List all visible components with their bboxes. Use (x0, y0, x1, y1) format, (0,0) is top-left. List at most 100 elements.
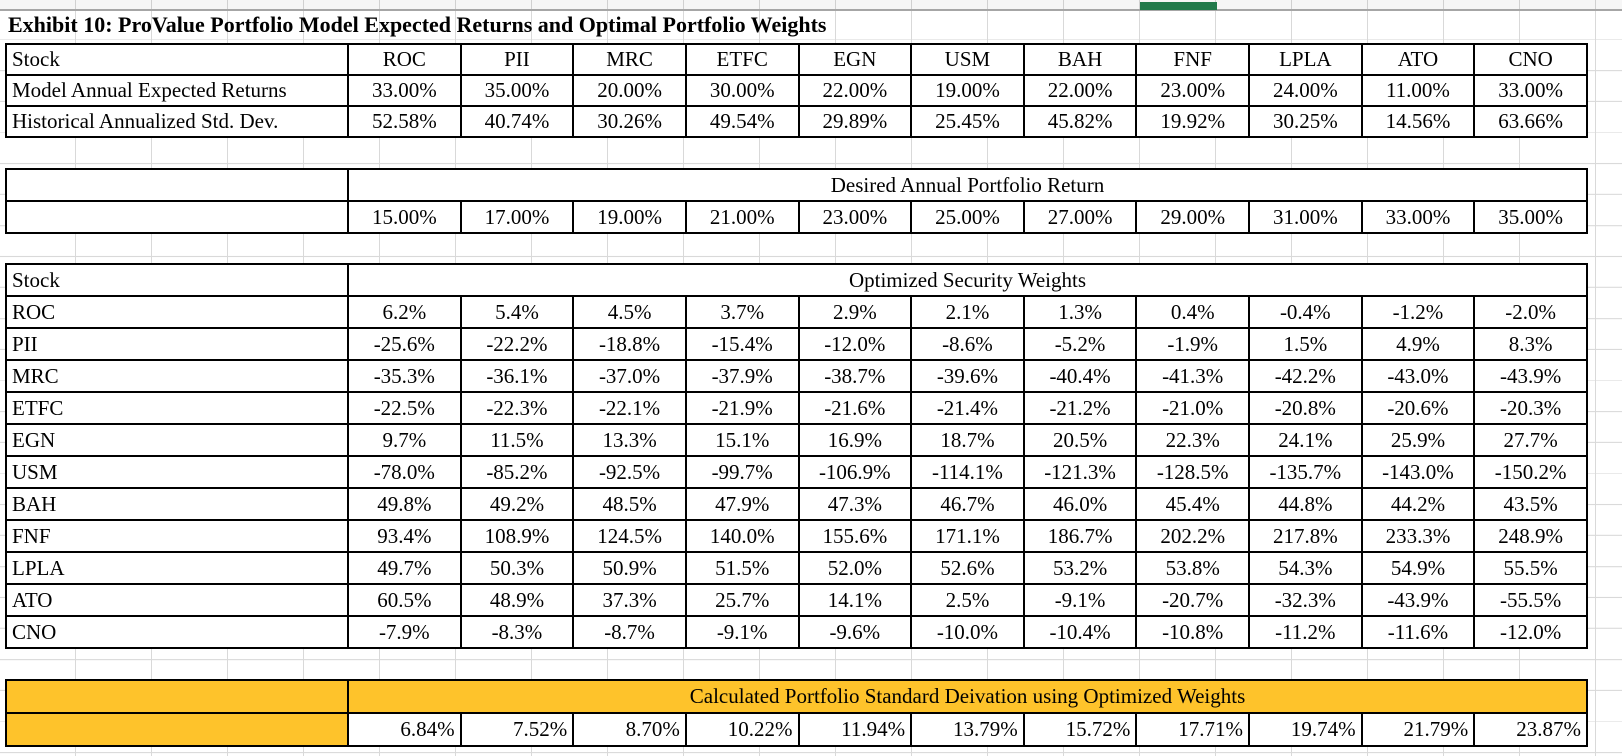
value-cell[interactable]: 44.8% (1248, 487, 1363, 521)
value-cell[interactable]: 44.2% (1360, 487, 1476, 521)
value-cell[interactable]: 49.2% (459, 487, 575, 521)
value-cell[interactable]: EGN (797, 43, 913, 76)
value-cell[interactable]: 53.8% (1135, 551, 1250, 585)
value-cell[interactable]: -43.0% (1360, 359, 1476, 393)
value-cell[interactable]: 248.9% (1473, 519, 1588, 553)
value-cell[interactable]: 25.00% (910, 200, 1025, 234)
value-cell[interactable]: 93.4% (347, 519, 462, 553)
value-cell[interactable]: 11.94% (797, 712, 913, 747)
value-cell[interactable]: 29.89% (797, 105, 913, 138)
value-cell[interactable]: -143.0% (1360, 455, 1476, 489)
value-cell[interactable]: 49.8% (347, 487, 462, 521)
merged-header-cell[interactable]: Optimized Security Weights (347, 263, 1588, 297)
value-cell[interactable]: 50.3% (459, 551, 575, 585)
value-cell[interactable]: -21.4% (910, 391, 1025, 425)
value-cell[interactable]: 6.2% (347, 295, 462, 329)
value-cell[interactable]: -12.0% (1473, 615, 1588, 649)
value-cell[interactable]: 40.74% (459, 105, 575, 138)
value-cell[interactable]: 4.5% (572, 295, 687, 329)
empty-orange-cell[interactable] (5, 679, 349, 714)
value-cell[interactable]: 186.7% (1022, 519, 1138, 553)
value-cell[interactable]: 60.5% (347, 583, 462, 617)
value-cell[interactable]: -22.1% (572, 391, 687, 425)
value-cell[interactable]: -1.2% (1360, 295, 1476, 329)
value-cell[interactable]: USM (910, 43, 1025, 76)
value-cell[interactable]: -42.2% (1248, 359, 1363, 393)
value-cell[interactable]: -32.3% (1248, 583, 1363, 617)
value-cell[interactable]: -10.0% (910, 615, 1025, 649)
value-cell[interactable]: -21.9% (684, 391, 800, 425)
value-cell[interactable]: -10.8% (1135, 615, 1250, 649)
value-cell[interactable]: ETFC (684, 43, 800, 76)
value-cell[interactable]: 19.92% (1135, 105, 1250, 138)
value-cell[interactable]: -121.3% (1022, 455, 1138, 489)
stock-header-cell[interactable]: Stock (5, 43, 349, 76)
value-cell[interactable]: ROC (347, 43, 462, 76)
value-cell[interactable]: -11.2% (1248, 615, 1363, 649)
value-cell[interactable]: 5.4% (459, 295, 575, 329)
value-cell[interactable]: -20.3% (1473, 391, 1588, 425)
value-cell[interactable]: 17.71% (1135, 712, 1250, 747)
value-cell[interactable]: 124.5% (572, 519, 687, 553)
value-cell[interactable]: -1.9% (1135, 327, 1250, 361)
value-cell[interactable]: 52.0% (797, 551, 913, 585)
value-cell[interactable]: -20.6% (1360, 391, 1476, 425)
value-cell[interactable]: 18.7% (910, 423, 1025, 457)
value-cell[interactable]: -37.0% (572, 359, 687, 393)
stock-label-cell[interactable]: ROC (5, 295, 349, 329)
value-cell[interactable]: 27.7% (1473, 423, 1588, 457)
empty-cell[interactable] (5, 200, 349, 234)
value-cell[interactable]: 48.5% (572, 487, 687, 521)
value-cell[interactable]: 13.3% (572, 423, 687, 457)
value-cell[interactable]: -106.9% (797, 455, 913, 489)
value-cell[interactable]: 23.00% (797, 200, 913, 234)
value-cell[interactable]: -8.3% (459, 615, 575, 649)
value-cell[interactable]: 46.0% (1022, 487, 1138, 521)
value-cell[interactable]: 30.00% (684, 74, 800, 107)
value-cell[interactable]: -92.5% (572, 455, 687, 489)
value-cell[interactable]: 16.9% (797, 423, 913, 457)
value-cell[interactable]: -8.6% (910, 327, 1025, 361)
value-cell[interactable]: -0.4% (1248, 295, 1363, 329)
value-cell[interactable]: 31.00% (1248, 200, 1363, 234)
value-cell[interactable]: -55.5% (1473, 583, 1588, 617)
value-cell[interactable]: 23.87% (1473, 712, 1588, 747)
value-cell[interactable]: 21.00% (684, 200, 800, 234)
value-cell[interactable]: 37.3% (572, 583, 687, 617)
value-cell[interactable]: 7.52% (459, 712, 575, 747)
stock-header-cell[interactable]: Stock (5, 263, 349, 297)
value-cell[interactable]: 54.3% (1248, 551, 1363, 585)
value-cell[interactable]: -22.5% (347, 391, 462, 425)
value-cell[interactable]: 4.9% (1360, 327, 1476, 361)
value-cell[interactable]: CNO (1473, 43, 1588, 76)
merged-header-cell[interactable]: Calculated Portfolio Standard Deivation … (347, 679, 1588, 714)
value-cell[interactable]: PII (459, 43, 575, 76)
value-cell[interactable]: 3.7% (684, 295, 800, 329)
value-cell[interactable]: 14.1% (797, 583, 913, 617)
value-cell[interactable]: 22.3% (1135, 423, 1250, 457)
value-cell[interactable]: 48.9% (459, 583, 575, 617)
empty-cell[interactable] (5, 168, 349, 202)
value-cell[interactable]: BAH (1022, 43, 1138, 76)
value-cell[interactable]: -38.7% (797, 359, 913, 393)
value-cell[interactable]: FNF (1135, 43, 1250, 76)
value-cell[interactable]: 52.6% (910, 551, 1025, 585)
stock-label-cell[interactable]: CNO (5, 615, 349, 649)
stock-label-cell[interactable]: USM (5, 455, 349, 489)
value-cell[interactable]: 22.00% (1022, 74, 1138, 107)
value-cell[interactable]: ATO (1360, 43, 1476, 76)
value-cell[interactable]: -43.9% (1473, 359, 1588, 393)
value-cell[interactable]: -37.9% (684, 359, 800, 393)
value-cell[interactable]: -9.6% (797, 615, 913, 649)
stock-label-cell[interactable]: PII (5, 327, 349, 361)
empty-orange-cell[interactable] (5, 712, 349, 747)
value-cell[interactable]: 27.00% (1022, 200, 1138, 234)
row-label-cell[interactable]: Historical Annualized Std. Dev. (5, 105, 349, 138)
value-cell[interactable]: -5.2% (1022, 327, 1138, 361)
value-cell[interactable]: 6.84% (347, 712, 462, 747)
value-cell[interactable]: 25.9% (1360, 423, 1476, 457)
value-cell[interactable]: -20.7% (1135, 583, 1250, 617)
exhibit-title[interactable]: Exhibit 10: ProValue Portfolio Model Exp… (8, 12, 827, 37)
value-cell[interactable]: 10.22% (684, 712, 800, 747)
value-cell[interactable]: 24.00% (1248, 74, 1363, 107)
